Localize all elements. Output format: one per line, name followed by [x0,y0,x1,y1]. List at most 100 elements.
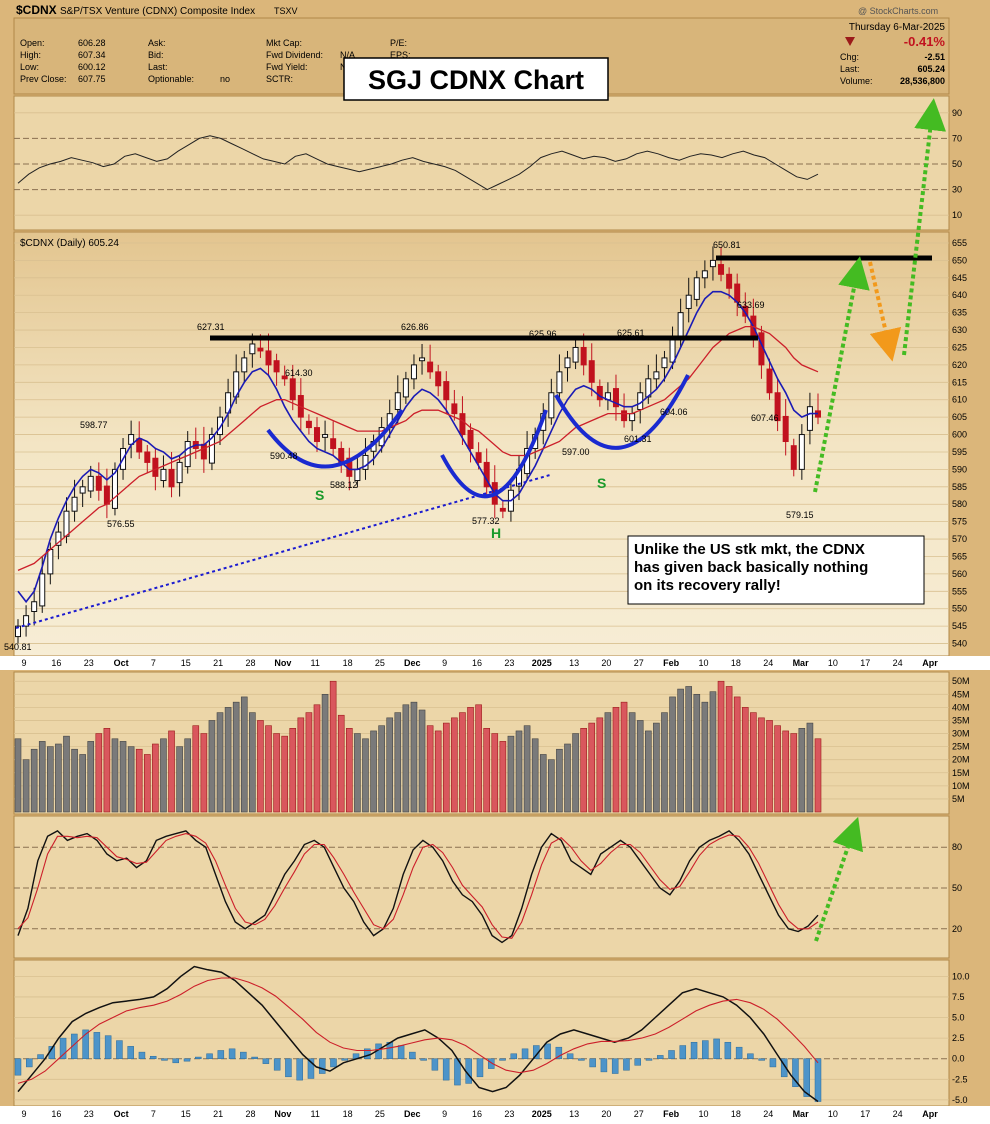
macd-histogram-bar [364,1048,371,1059]
candle-body [241,357,248,373]
x-tick-label: 23 [84,658,94,668]
y-tick-label: 605 [952,412,967,422]
volume-bar [87,741,95,813]
macd-histogram-bar [59,1037,67,1059]
symbol: $CDNX [16,3,57,17]
y-tick-label: 30 [952,185,962,195]
candle-body [144,451,151,463]
projection-arrow-down [868,261,902,362]
header-field-label: Last: [148,62,168,72]
volume-bar [176,746,183,813]
right-shoulder-arc [554,374,690,450]
y-tick-label: 10.0 [952,971,970,981]
price-label: 597.00 [562,447,590,457]
volume-bar [38,741,46,813]
volume-bar [750,712,757,813]
annotation-text: Unlike the US stk mkt, the CDNX has given… [634,541,868,594]
y-tick-label: 635 [952,308,967,318]
x-tick-label: Apr [922,658,938,668]
candle-body [322,434,329,438]
volume-bar [790,733,798,813]
volume-bar [758,717,765,813]
volume-bar [725,686,733,813]
right-shoulder-label: S [597,475,606,491]
x-tick-label: 15 [181,658,191,668]
header-right-value: 28,536,800 [900,76,945,86]
candle-body [766,368,773,394]
support-trendline [15,474,551,629]
candle-body [701,270,708,279]
macd-histogram-bar [724,1041,732,1059]
volume-bar [741,707,749,813]
candle-body [111,468,118,509]
macd-histogram-bar [116,1040,123,1059]
volume-bar [531,738,539,813]
volume-bar [499,741,507,813]
y-tick-label: 50M [952,676,970,686]
y-tick-label: 620 [952,360,967,370]
y-tick-label: 35M [952,715,970,725]
x-tick-label: 23 [504,1109,514,1119]
candle-body [572,346,579,363]
candle-body [176,461,183,484]
macd-histogram-bar [341,1058,349,1061]
candle-body [281,375,288,380]
x-tick-label: Mar [793,1109,810,1119]
candle-body [71,496,78,512]
candle-body [79,486,86,494]
y-tick-label: 565 [952,551,967,561]
price-label: 607.46 [751,413,779,423]
volume-bar [289,728,297,813]
y-tick-label: 20M [952,755,970,765]
header-field-label: EPS: [390,50,411,60]
y-tick-label: 0.0 [952,1054,965,1064]
macd-histogram-bar [668,1050,675,1059]
volume-bar [168,730,175,813]
candle-body [621,410,628,422]
volume-bar [548,759,555,813]
volume-bar [329,680,337,813]
volume-bar [386,717,394,813]
volume-bar [337,714,345,813]
x-axis-top: 9 16 23 Oct 7 15 21 28 Nov 11 18 25 Dec 9 16 23 2025 13 20… [21,658,938,668]
candle-body [629,413,636,422]
candle-body [774,392,781,422]
volume-bar [467,707,474,813]
volume-bar [394,712,402,813]
volume-bar [766,720,773,813]
candle-body [410,364,417,380]
x-tick-label: 9 [21,658,26,668]
volume-bar [30,748,38,813]
y-tick-label: 600 [952,430,967,440]
y-tick-label: 50 [952,883,962,893]
x-tick-label: 9 [442,1109,447,1119]
volume-bar [321,694,329,813]
header-field-value: no [220,74,230,84]
volume-bar [733,696,741,813]
candle-body [273,360,280,373]
macd-histogram-bar [735,1046,743,1059]
candle-body [653,371,660,380]
macd-histogram-bar [93,1032,101,1059]
macd-histogram-bar [104,1035,112,1059]
y-tick-label: -2.5 [952,1074,968,1084]
macd-histogram-bar [420,1058,427,1061]
candle-body [103,485,110,505]
price-legend: $CDNX (Daily) 605.24 [20,238,119,249]
header-field-value: N/A [340,50,355,60]
x-tick-label: Oct [114,1109,129,1119]
x-tick-label: 18 [731,1109,741,1119]
volume-bar [224,707,232,813]
y-tick-label: 15M [952,768,970,778]
candle-body [685,294,692,309]
volume-bar [580,728,587,813]
rsi-line [17,135,819,191]
macd-histogram-bar [14,1058,22,1076]
candle-body [435,371,442,387]
x-tick-label: 16 [472,658,482,668]
candle-body [265,350,272,366]
volume-bar [208,720,216,813]
volume-bar [273,733,280,813]
candle-body [87,475,94,492]
volume-bar [491,733,499,813]
